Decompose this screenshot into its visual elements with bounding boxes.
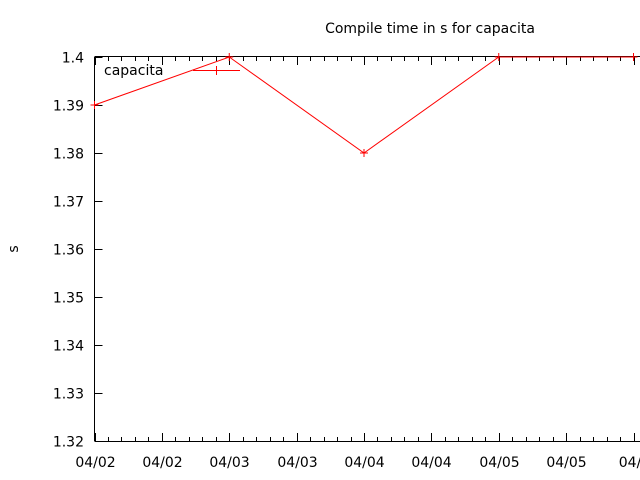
y-tick-label: 1.4 — [62, 51, 84, 67]
x-tick-label: 04/03 — [277, 455, 317, 471]
y-tick-label: 1.39 — [53, 99, 84, 115]
y-tick-label: 1.37 — [53, 195, 84, 211]
y-tick-label: 1.33 — [53, 387, 84, 403]
x-tick-label: 04/04 — [411, 455, 451, 471]
data-point — [494, 53, 503, 61]
x-tick-label: 04/03 — [209, 455, 249, 471]
x-tick-label: 04/0 — [619, 455, 640, 471]
data-point — [225, 53, 234, 61]
axes — [94, 56, 640, 442]
chart-title: Compile time in s for capacita — [325, 21, 535, 37]
y-tick-label: 1.34 — [53, 339, 84, 355]
data-point — [629, 53, 638, 61]
x-tick-label: 04/04 — [344, 455, 384, 471]
x-tick-label: 04/05 — [479, 455, 519, 471]
legend-label: capacita — [104, 63, 163, 79]
x-tick-label: 04/02 — [142, 455, 182, 471]
data-point — [90, 101, 99, 109]
series-line — [94, 56, 634, 154]
y-ticks: 1.32 1.33 1.34 1.35 1.36 1.37 1.38 1.39 1.4 — [53, 51, 103, 451]
y-tick-label: 1.36 — [53, 243, 84, 259]
series-capacita — [90, 53, 638, 157]
y-tick-label: 1.38 — [53, 147, 84, 163]
x-tick-label: 04/02 — [75, 455, 115, 471]
y-axis-label: s — [6, 245, 22, 252]
x-tick-label: 04/05 — [546, 455, 586, 471]
x-ticks: 04/02 04/02 04/03 04/03 04/04 04/04 04/05 04/05… — [75, 57, 640, 471]
y-tick-label: 1.32 — [53, 435, 84, 451]
data-point — [360, 149, 368, 157]
legend: capacita — [104, 63, 240, 79]
y-tick-label: 1.35 — [53, 291, 84, 307]
